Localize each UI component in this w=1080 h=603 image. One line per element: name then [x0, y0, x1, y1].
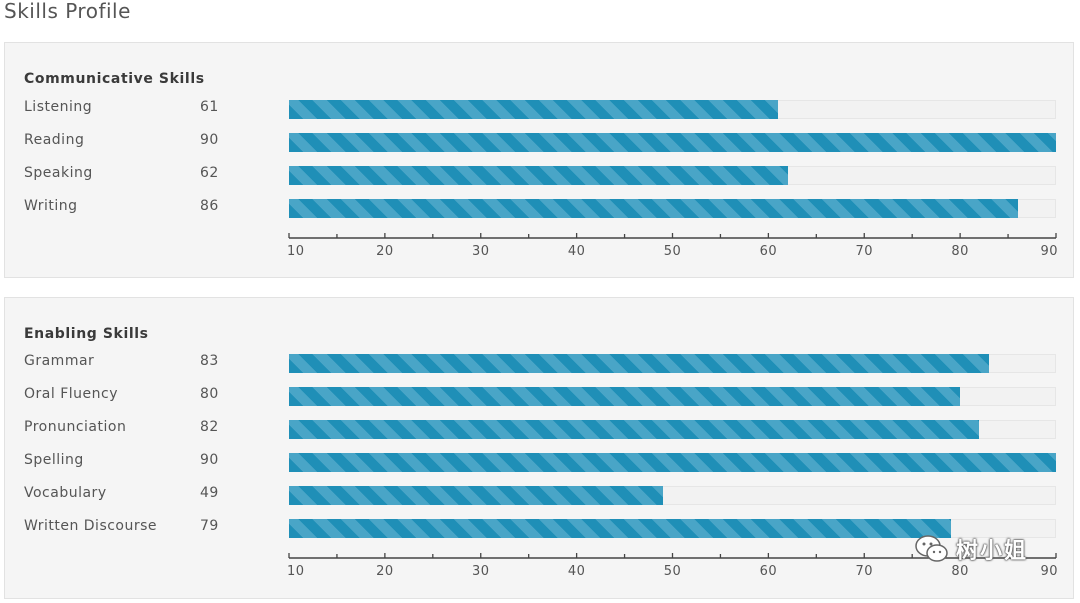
- x-tick-label: 20: [376, 564, 394, 579]
- skill-label: Speaking: [24, 165, 93, 181]
- x-tick-label: 10: [287, 244, 305, 259]
- skill-label: Pronunciation: [24, 419, 127, 435]
- x-tick-label: 30: [472, 564, 490, 579]
- skill-label: Grammar: [24, 353, 95, 369]
- x-tick-label: 80: [951, 564, 969, 579]
- bar: [289, 133, 1056, 152]
- watermark: 树小姐: [914, 533, 1028, 565]
- skill-score: 62: [200, 165, 219, 181]
- bar: [289, 166, 788, 185]
- skill-score: 86: [200, 198, 219, 214]
- skill-label: Writing: [24, 198, 78, 214]
- skill-label: Reading: [24, 132, 85, 148]
- x-tick-label: 50: [664, 244, 682, 259]
- skill-score: 79: [200, 518, 219, 534]
- wechat-icon: [915, 535, 948, 562]
- bar: [289, 486, 663, 505]
- skill-label: Written Discourse: [24, 518, 158, 534]
- skill-score: 83: [200, 353, 219, 369]
- x-tick-label: 70: [855, 244, 873, 259]
- watermark-text: 树小姐: [956, 539, 1029, 564]
- bar: [289, 199, 1018, 218]
- skill-score: 90: [200, 452, 219, 468]
- bar: [289, 420, 980, 439]
- x-tick-label: 30: [472, 244, 490, 259]
- skill-score: 82: [200, 419, 219, 435]
- skill-label: Oral Fluency: [24, 386, 118, 402]
- bar: [289, 387, 961, 406]
- panel-title: Communicative Skills: [24, 71, 205, 87]
- x-tick-label: 20: [376, 244, 394, 259]
- x-tick-label: 10: [287, 564, 305, 579]
- skill-score: 61: [200, 99, 219, 115]
- x-axis: 10 20 30 40 50 60 70 80 90: [287, 233, 1058, 259]
- x-tick-label: 70: [855, 564, 873, 579]
- x-tick-label: 60: [760, 244, 778, 259]
- skill-label: Listening: [24, 99, 93, 115]
- skill-label: Spelling: [24, 452, 84, 468]
- skill-score: 80: [200, 386, 219, 402]
- x-tick-label: 40: [568, 244, 586, 259]
- x-tick-label: 50: [664, 564, 682, 579]
- x-tick-label: 90: [1040, 564, 1058, 579]
- bar: [289, 453, 1056, 472]
- x-tick-label: 40: [568, 564, 586, 579]
- skill-score: 49: [200, 485, 219, 501]
- page-title: Skills Profile: [4, 0, 131, 23]
- communicative-skills-panel: Communicative Skills Listening 61 Reading 9…: [4, 42, 1074, 278]
- bar: [289, 519, 951, 538]
- x-tick-label: 90: [1040, 244, 1058, 259]
- enabling-skills-panel: Enabling Skills Grammar 83 Oral Fluency 80 P…: [4, 297, 1074, 599]
- bar: [289, 354, 989, 373]
- x-tick-label: 80: [951, 244, 969, 259]
- panel-title: Enabling Skills: [24, 326, 149, 342]
- bar: [289, 100, 778, 119]
- skill-score: 90: [200, 132, 219, 148]
- x-tick-label: 60: [760, 564, 778, 579]
- x-axis: 10 20 30 40 50 60 70 80 90: [287, 553, 1058, 579]
- skill-label: Vocabulary: [24, 485, 107, 501]
